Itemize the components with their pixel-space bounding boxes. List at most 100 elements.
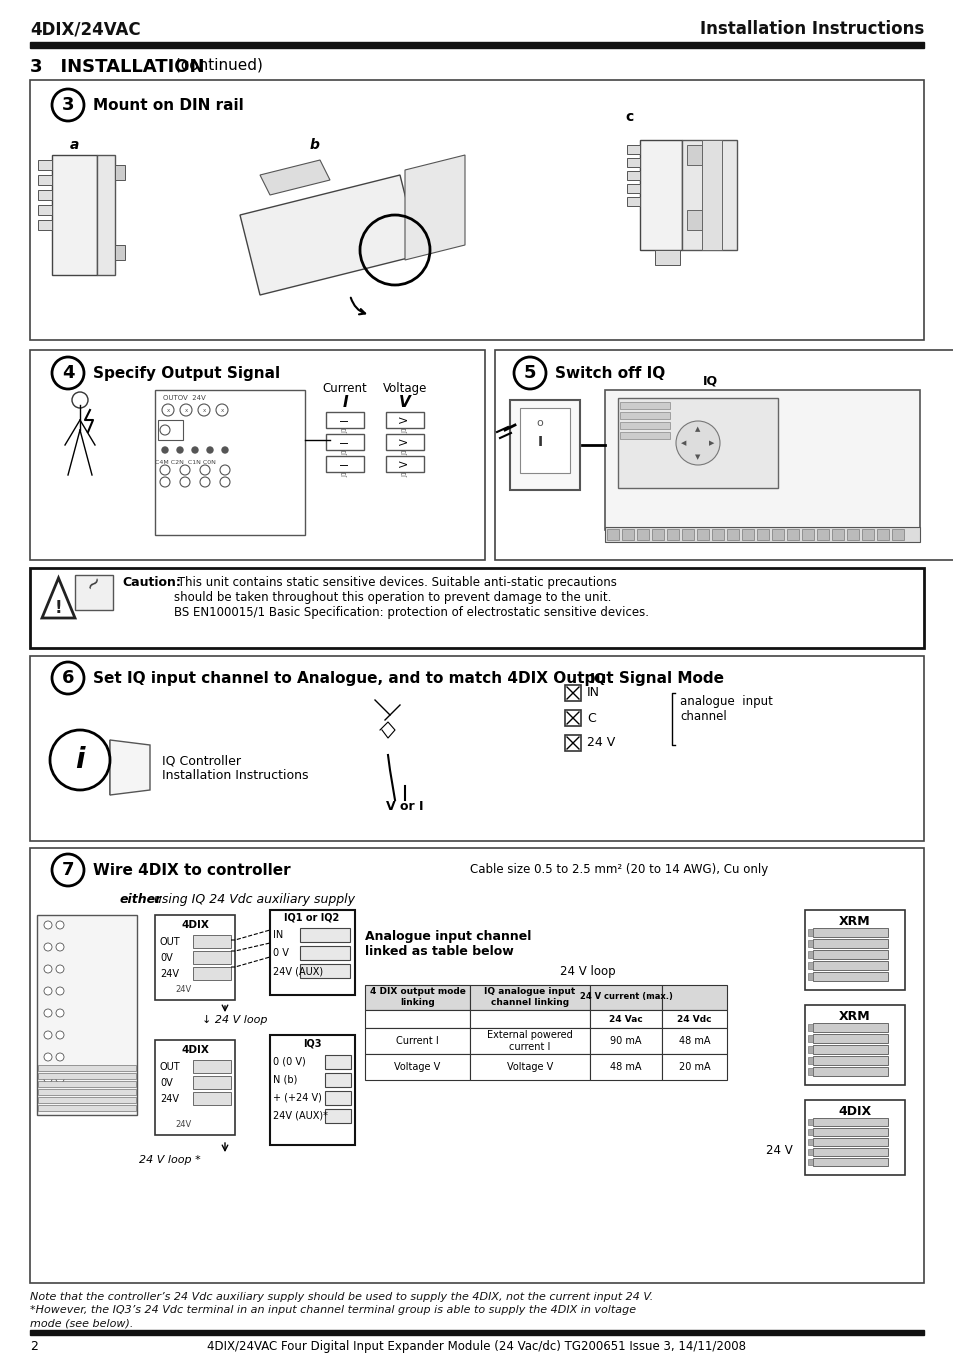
Bar [30,848,923,1284]
Bar [807,1068,812,1075]
Text: 24 Vac: 24 Vac [608,1014,642,1024]
Bar [158,420,183,440]
Bar [807,1139,812,1145]
Circle shape [52,89,84,121]
Bar [816,529,828,540]
Bar [38,1066,136,1071]
Text: ◀: ◀ [680,440,686,445]
Circle shape [160,477,170,487]
Circle shape [162,447,168,454]
Text: V: V [399,417,410,424]
Bar [365,1053,470,1080]
Bar [807,1024,812,1030]
Bar [365,1010,470,1028]
Bar [741,529,753,540]
Text: 24 V loop: 24 V loop [559,965,615,978]
Text: either: either [120,894,162,906]
Bar [786,529,799,540]
Text: using IQ 24 Vdc auxiliary supply: using IQ 24 Vdc auxiliary supply [150,894,355,906]
Bar [270,1034,355,1145]
Text: Cable size 0.5 to 2.5 mm² (20 to 14 AWG), Cu only: Cable size 0.5 to 2.5 mm² (20 to 14 AWG)… [470,862,767,876]
Text: 24 V loop *: 24 V loop * [139,1155,201,1164]
Bar [812,1034,887,1043]
Text: 4DIX: 4DIX [838,1105,871,1118]
Bar [807,1159,812,1164]
Bar [510,399,579,490]
Bar [807,961,812,969]
Text: ▲: ▲ [695,427,700,432]
Text: IQ1 or IQ2: IQ1 or IQ2 [284,913,339,923]
Bar [38,219,52,230]
Bar [686,210,701,230]
Text: 4DIX/24VAC: 4DIX/24VAC [30,20,140,38]
Bar [589,1028,661,1053]
Bar [618,398,778,487]
Text: V: V [398,395,411,410]
Bar [626,171,639,180]
Bar [812,961,887,969]
Text: I: I [339,440,350,444]
Bar [38,1089,136,1095]
Bar [862,529,873,540]
Text: 4: 4 [62,364,74,382]
Bar [193,967,231,980]
Bar [812,1118,887,1127]
Polygon shape [42,578,75,617]
Text: 3: 3 [30,58,43,76]
Bar [697,529,708,540]
Text: J1: J1 [341,448,348,455]
Bar [807,951,812,959]
Bar [661,984,726,1010]
Bar [686,145,701,165]
Text: 24 V: 24 V [765,1144,792,1156]
Text: Voltage V: Voltage V [506,1062,553,1072]
Circle shape [177,447,183,454]
Circle shape [56,1009,64,1017]
Text: OUT: OUT [160,937,180,946]
Text: 24V: 24V [174,1120,191,1129]
Circle shape [44,1075,52,1083]
Text: 24V (AUX)*: 24V (AUX)* [273,1112,328,1121]
Bar [701,139,721,250]
Text: 24 V: 24 V [586,737,615,750]
Bar [386,412,423,428]
Bar [807,1057,812,1064]
Text: 24V (AUX): 24V (AUX) [273,965,323,976]
Text: 6: 6 [62,669,74,686]
Circle shape [207,447,213,454]
Circle shape [52,854,84,886]
Polygon shape [110,741,150,795]
Bar [470,1010,589,1028]
Bar [154,390,305,535]
Bar [604,390,919,529]
Text: analogue  input
channel: analogue input channel [679,695,772,723]
Text: ~: ~ [81,570,107,596]
Text: 0 V: 0 V [273,948,289,959]
Bar [812,1137,887,1145]
Bar [30,80,923,340]
Bar [386,435,423,450]
Text: o: o [536,418,543,428]
Polygon shape [260,160,330,195]
Text: IQ3: IQ3 [302,1039,321,1048]
Circle shape [44,921,52,929]
Circle shape [56,1075,64,1083]
Bar [807,1034,812,1043]
Bar [564,735,580,751]
Circle shape [160,425,170,435]
Bar [30,42,923,47]
Bar [326,412,364,428]
Text: + (+24 V): + (+24 V) [273,1093,321,1104]
Bar [470,1053,589,1080]
Bar [771,529,783,540]
Bar [589,1053,661,1080]
Bar [812,1128,887,1136]
Text: c: c [624,110,633,125]
Text: N (b): N (b) [273,1075,297,1085]
Bar [812,972,887,982]
Bar [831,529,843,540]
Circle shape [200,477,210,487]
Bar [807,1150,812,1155]
Text: V or I: V or I [386,800,423,812]
Circle shape [220,477,230,487]
